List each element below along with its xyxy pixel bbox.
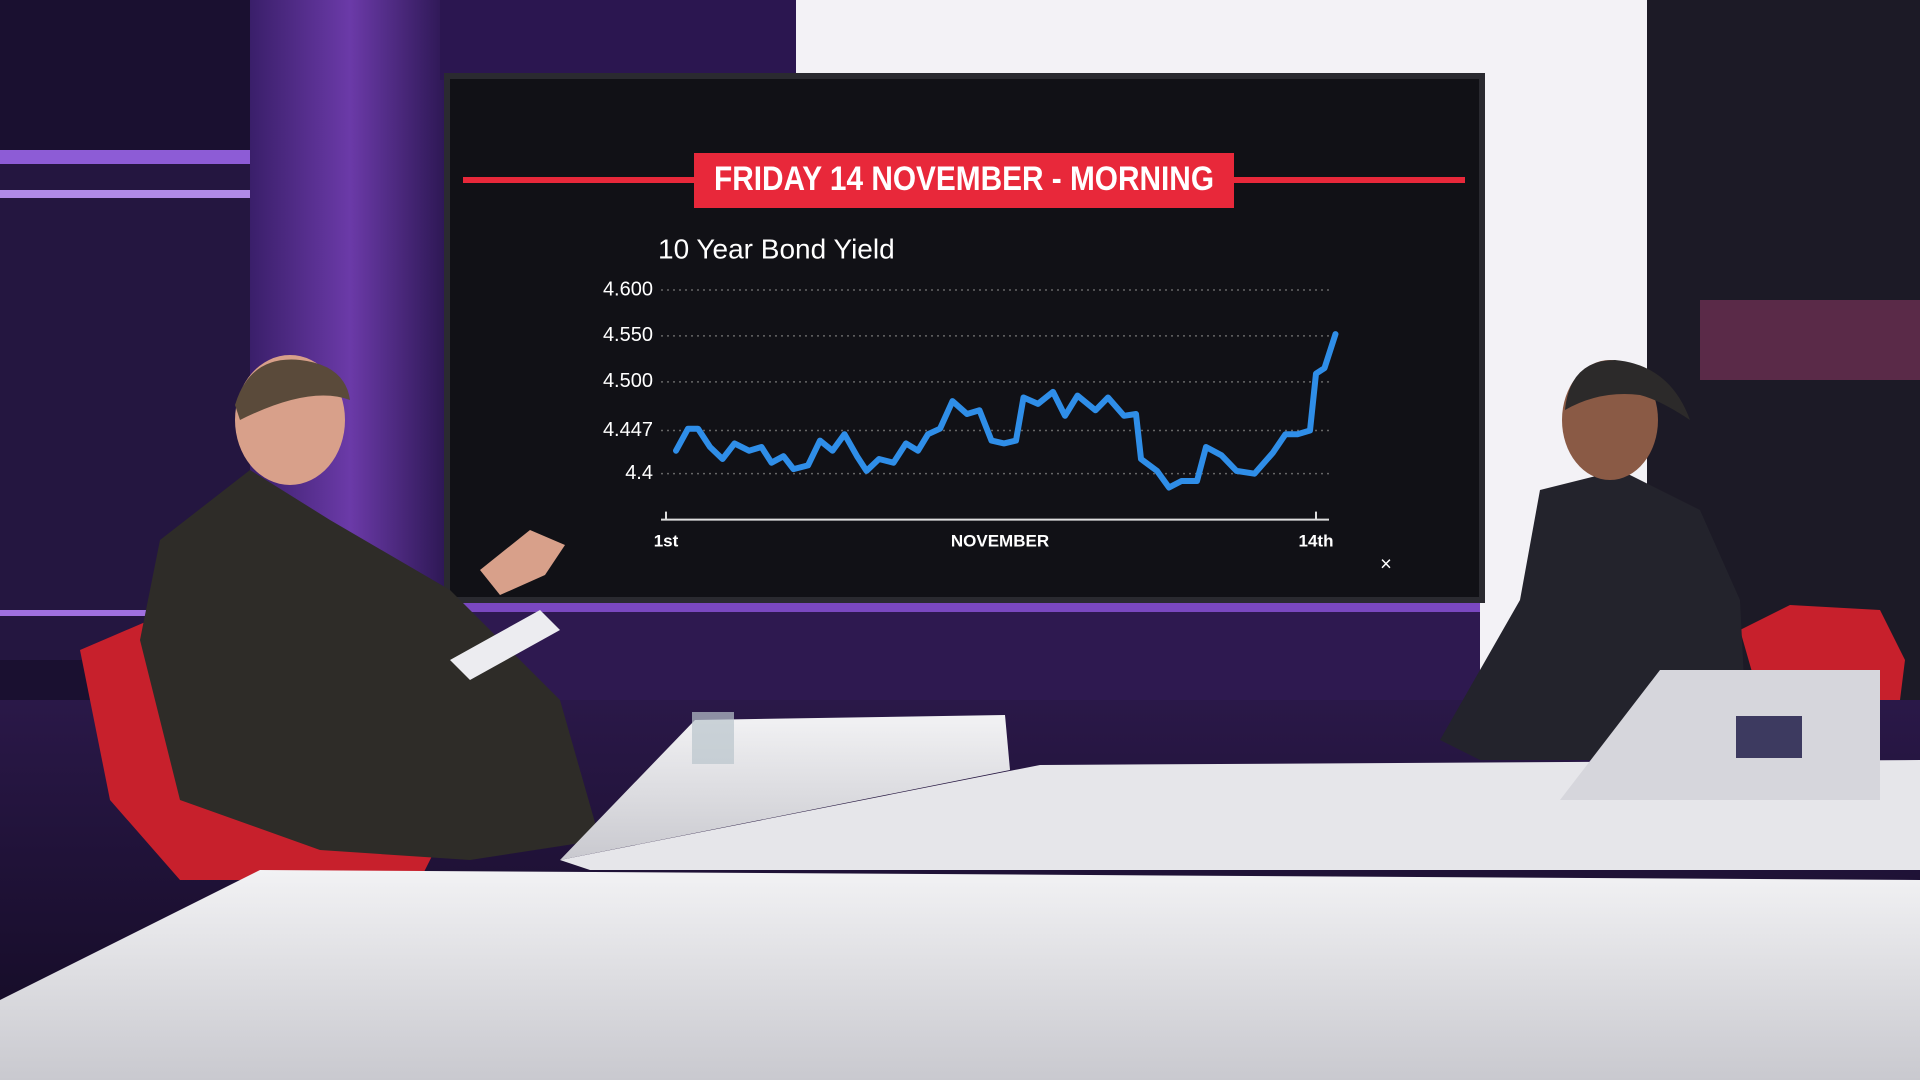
close-icon[interactable]: × bbox=[1380, 553, 1392, 575]
front-desk bbox=[0, 870, 1920, 1080]
y-tick-label: 4.600 bbox=[603, 278, 653, 300]
right-presenter-hair bbox=[1565, 360, 1690, 420]
chart-subtitle: 10 Year Bond Yield bbox=[658, 233, 895, 264]
purple-light-strip bbox=[0, 150, 260, 164]
purple-light-strip bbox=[0, 610, 260, 616]
left-presenter-hand bbox=[480, 530, 565, 595]
purple-light-strip bbox=[0, 190, 260, 198]
chart: FRIDAY 14 NOVEMBER - MORNING 10 Year Bon… bbox=[463, 153, 1465, 575]
back-desk bbox=[560, 715, 1010, 860]
x-axis-label: NOVEMBER bbox=[951, 531, 1049, 550]
papers bbox=[450, 610, 560, 680]
y-tick-label: 4.447 bbox=[603, 419, 653, 441]
ceiling bbox=[440, 0, 800, 80]
glass-reflection bbox=[1700, 300, 1920, 380]
chart-title: FRIDAY 14 NOVEMBER - MORNING bbox=[714, 160, 1214, 198]
x-tick-label: 1st bbox=[654, 531, 679, 550]
y-tick-label: 4.550 bbox=[603, 324, 653, 346]
y-tick-label: 4.4 bbox=[625, 462, 653, 484]
title-banner bbox=[694, 153, 1234, 208]
laptop-logo bbox=[1736, 716, 1802, 758]
water-glass bbox=[692, 712, 734, 764]
yield-line bbox=[673, 331, 1339, 491]
left-presenter-hair bbox=[235, 359, 350, 420]
left-presenter-body bbox=[140, 470, 600, 860]
y-tick-label: 4.500 bbox=[603, 370, 653, 392]
x-tick-label: 14th bbox=[1299, 531, 1334, 550]
laptop bbox=[1560, 670, 1880, 800]
